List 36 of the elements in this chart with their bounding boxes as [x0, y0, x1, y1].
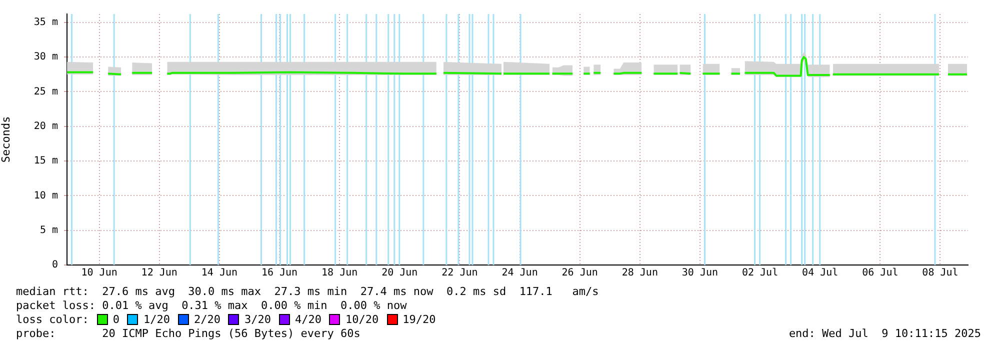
- y-tick-label: 10 m: [34, 190, 58, 202]
- legend-label: 2/20: [194, 313, 220, 326]
- x-tick-label: 08 Jul: [922, 268, 958, 279]
- text: probe: 20 ICMP Echo Pings (56 Bytes) every 60s: [16, 327, 360, 340]
- x-tick-label: 10 Jun: [81, 268, 118, 279]
- x-tick-label: 16 Jun: [261, 268, 298, 279]
- text: end: Wed Jul 9 10:11:15 2025: [788, 327, 981, 340]
- legend-label: 3/20: [244, 313, 271, 326]
- x-tick-label: 20 Jun: [382, 268, 418, 279]
- legend-label: 1/20: [143, 313, 170, 326]
- x-tick-label: 02 Jul: [742, 268, 778, 279]
- x-tick-label: 28 Jun: [622, 268, 658, 279]
- y-tick-label: 30 m: [34, 52, 58, 63]
- legend-title: loss color:: [16, 313, 89, 326]
- y-tick-label: 35 m: [34, 16, 58, 28]
- y-tick-label: 15 m: [34, 156, 58, 167]
- x-tick-label: 12 Jun: [141, 268, 178, 279]
- legend-label: 19/20: [402, 313, 436, 326]
- x-tick-label: 24 Jun: [502, 268, 538, 279]
- x-tick-label: 22 Jun: [442, 268, 478, 279]
- legend-label: 10/20: [345, 313, 379, 326]
- y-tick-label: 20 m: [34, 120, 58, 132]
- x-tick-label: 14 Jun: [201, 268, 238, 279]
- y-tick-label: 0: [52, 260, 58, 271]
- x-tick-label: 26 Jun: [562, 268, 598, 279]
- x-tick-label: 18 Jun: [322, 268, 358, 279]
- text: packet loss: 0.01 % avg 0.31 % max 0.00 % min 0.00 % now: [16, 299, 407, 312]
- y-tick-label: 5 m: [40, 224, 58, 236]
- y-tick-label: 25 m: [34, 86, 58, 98]
- legend-label: 0: [112, 313, 120, 326]
- x-tick-label: 06 Jul: [862, 268, 898, 279]
- x-tick-label: 30 Jun: [682, 268, 718, 279]
- x-tick-label: 04 Jul: [802, 268, 838, 279]
- text: median rtt: 27.6 ms avg 30.0 ms max 27.3 ms min 27.4 ms now 0.2 ms sd 117.1 am/s: [16, 285, 599, 298]
- y-axis-title: Seconds: [0, 116, 12, 163]
- legend-label: 4/20: [294, 313, 322, 326]
